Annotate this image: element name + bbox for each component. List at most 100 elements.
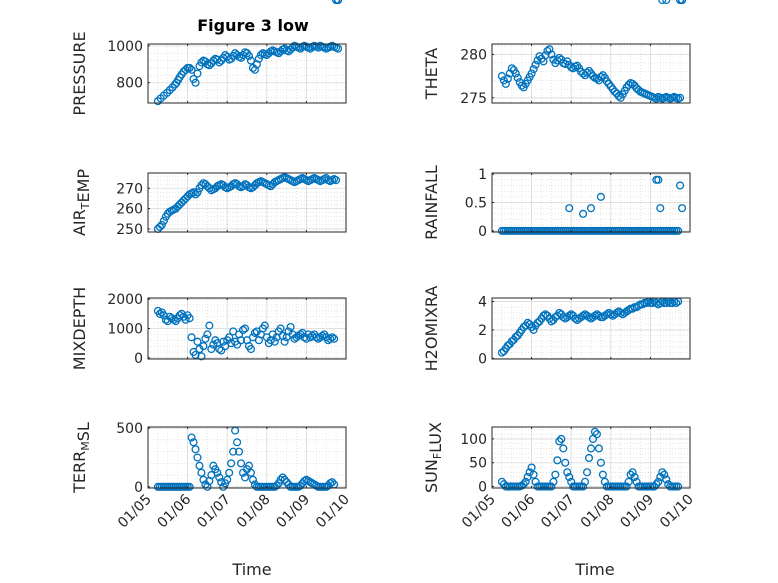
data-point [191,78,200,87]
data-point [549,477,558,486]
data-point [555,53,564,62]
data-point [579,209,588,218]
x-tick-label: 01/10 [657,492,697,532]
data-point [193,453,202,462]
data-point [235,447,244,456]
y-tick-label: 100 [460,432,487,448]
data-point [175,311,184,320]
x-tick-label: 01/06 [499,491,539,531]
data-point [592,74,601,83]
data-point [189,188,198,197]
series-markers [153,0,343,361]
panel-rainfall: 0 0.5 1 RAINFALL [422,0,691,240]
data-point [250,65,259,74]
data-point [197,352,206,361]
data-point [626,470,635,479]
y-axis-label: TERRMSL [70,422,93,494]
data-point [197,468,206,477]
data-point [221,51,230,60]
data-point [328,478,337,487]
data-point [678,0,687,5]
series-markers [497,0,687,491]
data-point [658,468,667,477]
data-point [197,181,206,190]
y-axis-label: AIRTEMP [70,169,93,236]
data-point [630,472,639,482]
data-point [318,331,327,340]
data-point [594,311,603,320]
data-point [529,65,538,74]
y-tick-label: 500 [116,421,143,437]
series-markers [153,0,343,491]
panel-terr-msl: 0 500 01/05 01/06 01/07 01/08 01/09 01/10 TERRMS… [70,0,353,531]
x-axis-label-left: Time [231,560,271,579]
x-tick-label: 01/06 [155,491,195,531]
data-point [592,430,601,439]
data-point [256,51,265,60]
axes-box [147,426,347,489]
data-point [565,204,574,213]
data-point [185,482,194,491]
data-point [596,458,605,467]
data-point [586,204,596,213]
data-point [547,317,556,326]
data-point [246,344,256,354]
data-point [209,340,218,349]
data-point [296,481,305,490]
data-point [517,81,526,90]
x-tick-label: 01/05 [115,492,155,532]
data-point [189,438,198,447]
data-point [579,482,588,491]
data-point [205,184,214,193]
data-point [567,477,576,486]
data-point [582,68,592,77]
y-tick-label: 2 [478,323,487,339]
data-point [219,337,228,346]
y-tick-label: 0 [478,224,487,240]
data-point [658,0,667,5]
data-point [610,87,619,96]
data-point [334,44,343,53]
x-tick-label: 01/08 [234,492,274,532]
data-point [497,348,506,357]
data-point [237,336,246,345]
data-point [213,468,222,477]
axes-box [491,43,691,104]
data-point [547,50,556,59]
data-point [541,310,550,319]
data-point [523,318,532,327]
data-point [191,190,200,199]
y-tick-label: 1 [478,167,487,183]
data-point [555,437,564,446]
data-point [181,65,190,74]
data-point [676,93,685,102]
y-tick-label: 0.5 [465,196,487,212]
data-point [594,444,603,453]
x-tick-label: 01/09 [617,492,657,532]
data-point [624,477,633,486]
data-point [563,468,572,477]
x-axis-label-right: Time [574,560,614,579]
data-point [233,340,242,349]
data-point [195,461,204,470]
data-point [533,56,542,65]
data-point [561,458,570,467]
data-point [545,45,554,54]
data-point [332,176,341,185]
data-point [233,438,242,447]
data-point [155,222,164,231]
data-point [650,482,659,491]
x-tick-label: 01/07 [538,492,578,532]
data-point [229,447,238,456]
data-point [628,468,637,477]
panel-theta: 275 280 THETA [422,0,691,107]
data-point [157,220,166,229]
y-tick-label: 280 [460,47,487,63]
data-point [513,73,522,82]
data-point [207,344,216,354]
data-point [225,468,234,477]
data-point [326,334,335,343]
data-point [565,472,574,482]
data-point [614,92,623,101]
data-point [557,434,566,443]
